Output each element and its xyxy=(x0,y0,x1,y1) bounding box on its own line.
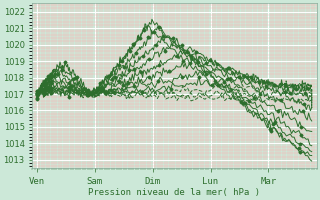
X-axis label: Pression niveau de la mer( hPa ): Pression niveau de la mer( hPa ) xyxy=(88,188,260,197)
